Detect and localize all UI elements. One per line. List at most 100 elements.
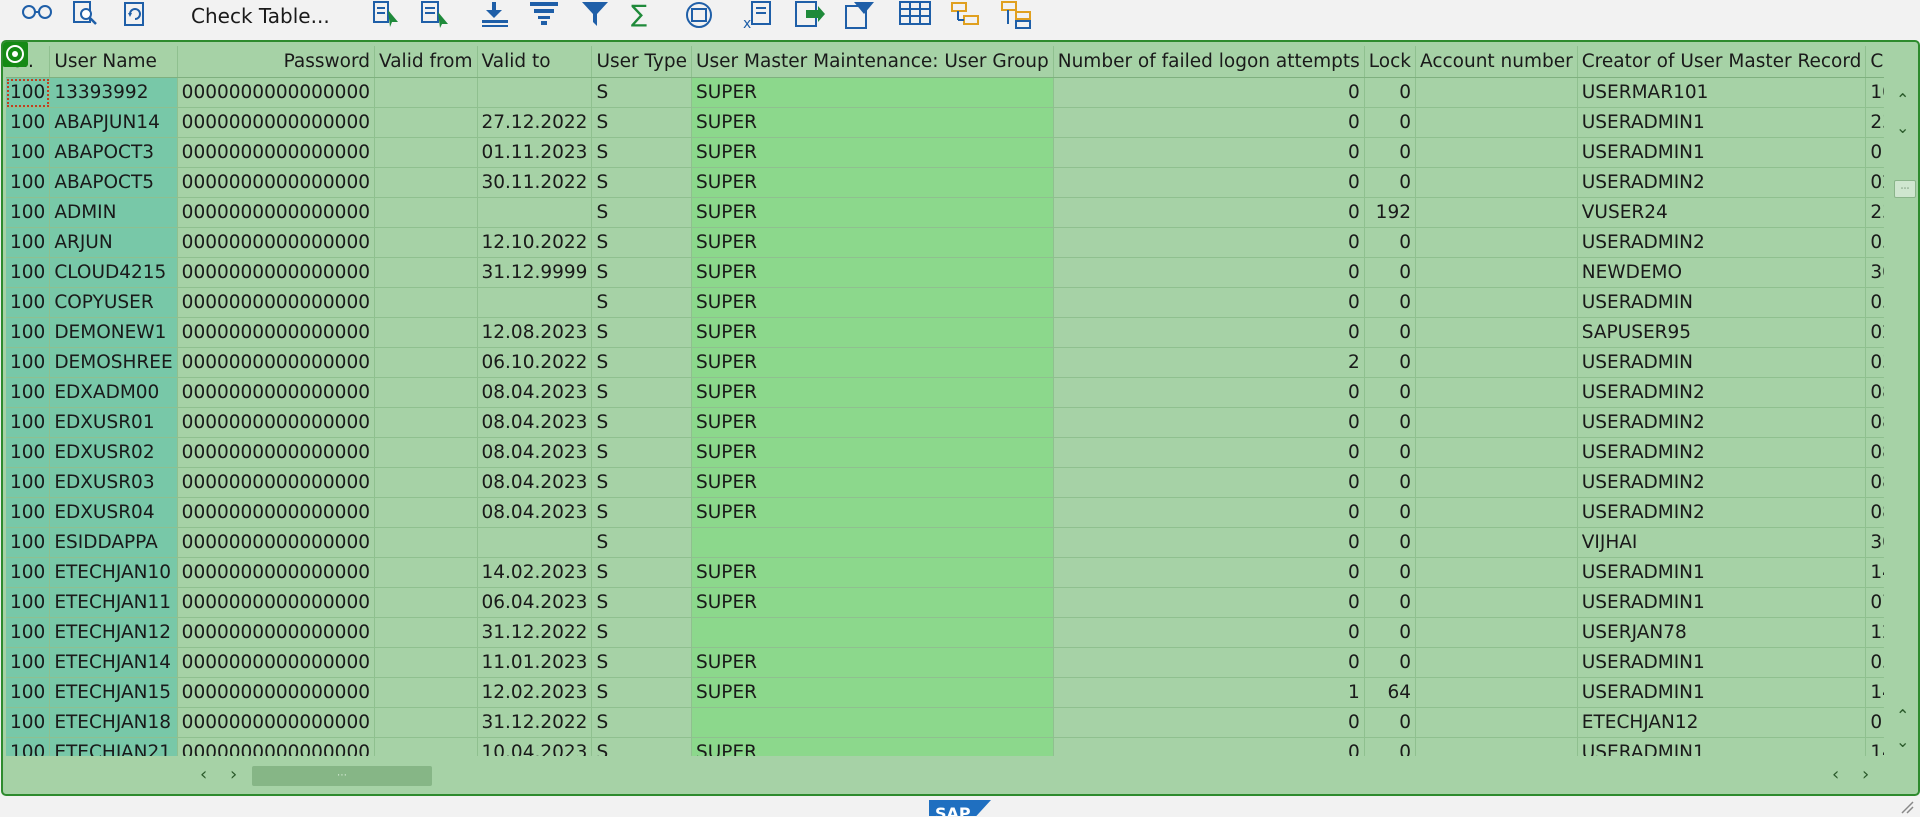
cell-user-type[interactable]: S [591,497,692,528]
cell-password[interactable]: 0000000000000000 [177,347,376,378]
cell-failed-logons[interactable]: 0 [1053,557,1365,588]
cell-failed-logons[interactable]: 0 [1053,257,1365,288]
cell-user-name[interactable]: EDXUSR02 [49,437,178,468]
cell-valid-from[interactable] [374,467,478,498]
cell-user-name[interactable]: ADMIN [49,197,178,228]
cell-password[interactable]: 0000000000000000 [177,467,376,498]
cell-account-number[interactable] [1415,617,1578,648]
cell-lock[interactable]: 0 [1364,107,1416,138]
cell-failed-logons[interactable]: 0 [1053,137,1365,168]
cell-creation-date[interactable]: 23.09.202 [1865,107,1884,138]
table-row[interactable]: 100 DEMONEW1 0000000000000000 12.08.2023 S SU… [6,317,1884,348]
cell-user-name[interactable]: DEMONEW1 [49,317,178,348]
table-row[interactable]: 100 ETECHJAN15 0000000000000000 12.02.2023 S… [6,677,1884,708]
cell-creation-date[interactable]: 01.11.202 [1865,137,1884,168]
cell-creation-date[interactable]: 23.01.202 [1865,197,1884,228]
cell-creator[interactable]: USERADMIN1 [1577,737,1867,756]
cell-password[interactable]: 0000000000000000 [177,557,376,588]
cell-password[interactable]: 0000000000000000 [177,407,376,438]
cell-password[interactable]: 0000000000000000 [177,437,376,468]
table-row[interactable]: 100 EDXUSR01 0000000000000000 08.04.2023 S SU… [6,407,1884,438]
sort-descending-icon[interactable] [528,0,560,28]
choose-details-icon[interactable] [420,0,452,28]
cell-user-group[interactable]: SUPER [691,497,1054,528]
cell-user-type[interactable]: S [591,707,692,738]
cell-client[interactable]: 100 [6,347,51,378]
table-row[interactable]: 100 ETECHJAN11 0000000000000000 06.04.2023 S… [6,587,1884,618]
cell-user-name[interactable]: ETECHJAN10 [49,557,178,588]
column-header-password[interactable]: Password [177,46,376,78]
cell-valid-to[interactable]: 12.10.2022 [477,227,593,258]
cell-user-name[interactable]: ARJUN [49,227,178,258]
cell-failed-logons[interactable]: 0 [1053,77,1365,108]
cell-user-name[interactable]: DEMOSHREE [49,347,178,378]
cell-creation-date[interactable]: 08.10.202 [1865,407,1884,438]
cell-lock[interactable]: 0 [1364,587,1416,618]
cell-valid-from[interactable] [374,137,478,168]
cell-valid-to[interactable]: 08.04.2023 [477,497,593,528]
cell-user-type[interactable]: S [591,317,692,348]
table-row[interactable]: 100 CLOUD4215 0000000000000000 31.12.9999 S S… [6,257,1884,288]
cell-user-group[interactable] [691,527,1054,558]
cell-account-number[interactable] [1415,197,1578,228]
cell-failed-logons[interactable]: 1 [1053,677,1365,708]
cell-failed-logons[interactable]: 0 [1053,377,1365,408]
page-right-icon[interactable]: › [1862,764,1870,785]
cell-user-type[interactable]: S [591,557,692,588]
page-down-icon[interactable]: ⌄ [1896,732,1910,751]
cell-valid-from[interactable] [374,317,478,348]
cell-user-group[interactable]: SUPER [691,107,1054,138]
cell-creator[interactable]: NEWDEMO [1577,257,1867,288]
cell-user-type[interactable]: S [591,407,692,438]
cell-lock[interactable]: 0 [1364,347,1416,378]
cell-valid-to[interactable]: 14.02.2023 [477,557,593,588]
cell-user-group[interactable]: SUPER [691,677,1054,708]
cell-creation-date[interactable]: 07.08.202 [1865,587,1884,618]
cell-password[interactable]: 0000000000000000 [177,137,376,168]
cell-creator[interactable]: VUSER24 [1577,197,1867,228]
cell-account-number[interactable] [1415,737,1578,756]
select-details-icon[interactable] [372,0,402,28]
table-row[interactable]: 100 EDXADM00 0000000000000000 08.04.2023 S SU… [6,377,1884,408]
cell-user-name[interactable]: ABAPJUN14 [49,107,178,138]
cell-creator[interactable]: USERADMIN2 [1577,437,1867,468]
cell-valid-to[interactable]: 12.02.2023 [477,677,593,708]
table-row[interactable]: 100 ETECHJAN14 0000000000000000 11.01.2023 S… [6,647,1884,678]
cell-failed-logons[interactable]: 0 [1053,587,1365,618]
cell-user-name[interactable]: ETECHJAN14 [49,647,178,678]
cell-password[interactable]: 0000000000000000 [177,227,376,258]
cell-user-group[interactable]: SUPER [691,437,1054,468]
cell-account-number[interactable] [1415,437,1578,468]
cell-user-type[interactable]: S [591,137,692,168]
cell-user-group[interactable]: SUPER [691,287,1054,318]
cell-creation-date[interactable]: 05.08.202 [1865,287,1884,318]
cell-user-type[interactable]: S [591,197,692,228]
cell-valid-to[interactable]: 11.01.2023 [477,647,593,678]
cell-password[interactable]: 0000000000000000 [177,377,376,408]
vertical-scrollbar[interactable]: ⌃ ⌄ ⋯ ⌃ ⌄ [1888,76,1918,766]
cell-valid-from[interactable] [374,587,478,618]
cell-failed-logons[interactable]: 0 [1053,617,1365,648]
cell-creator[interactable]: USERADMIN1 [1577,557,1867,588]
cell-account-number[interactable] [1415,707,1578,738]
cell-creator[interactable]: USERADMIN1 [1577,647,1867,678]
cell-account-number[interactable] [1415,257,1578,288]
cell-lock[interactable]: 0 [1364,497,1416,528]
cell-creation-date[interactable]: 08.10.202 [1865,437,1884,468]
table-view-icon[interactable] [898,0,932,28]
cell-client[interactable]: 100 [6,137,51,168]
cell-password[interactable]: 0000000000000000 [177,107,376,138]
cell-creation-date[interactable]: 08.10.202 [1865,467,1884,498]
cell-password[interactable]: 0000000000000000 [177,707,376,738]
cell-password[interactable]: 0000000000000000 [177,317,376,348]
cell-account-number[interactable] [1415,407,1578,438]
check-table-button[interactable]: Check Table... [191,4,330,28]
cell-account-number[interactable] [1415,557,1578,588]
cell-lock[interactable]: 0 [1364,467,1416,498]
cell-creator[interactable]: USERADMIN2 [1577,167,1867,198]
cell-client[interactable]: 100 [6,227,51,258]
cell-valid-from[interactable] [374,377,478,408]
cell-account-number[interactable] [1415,77,1578,108]
cell-failed-logons[interactable]: 0 [1053,437,1365,468]
cell-password[interactable]: 0000000000000000 [177,287,376,318]
